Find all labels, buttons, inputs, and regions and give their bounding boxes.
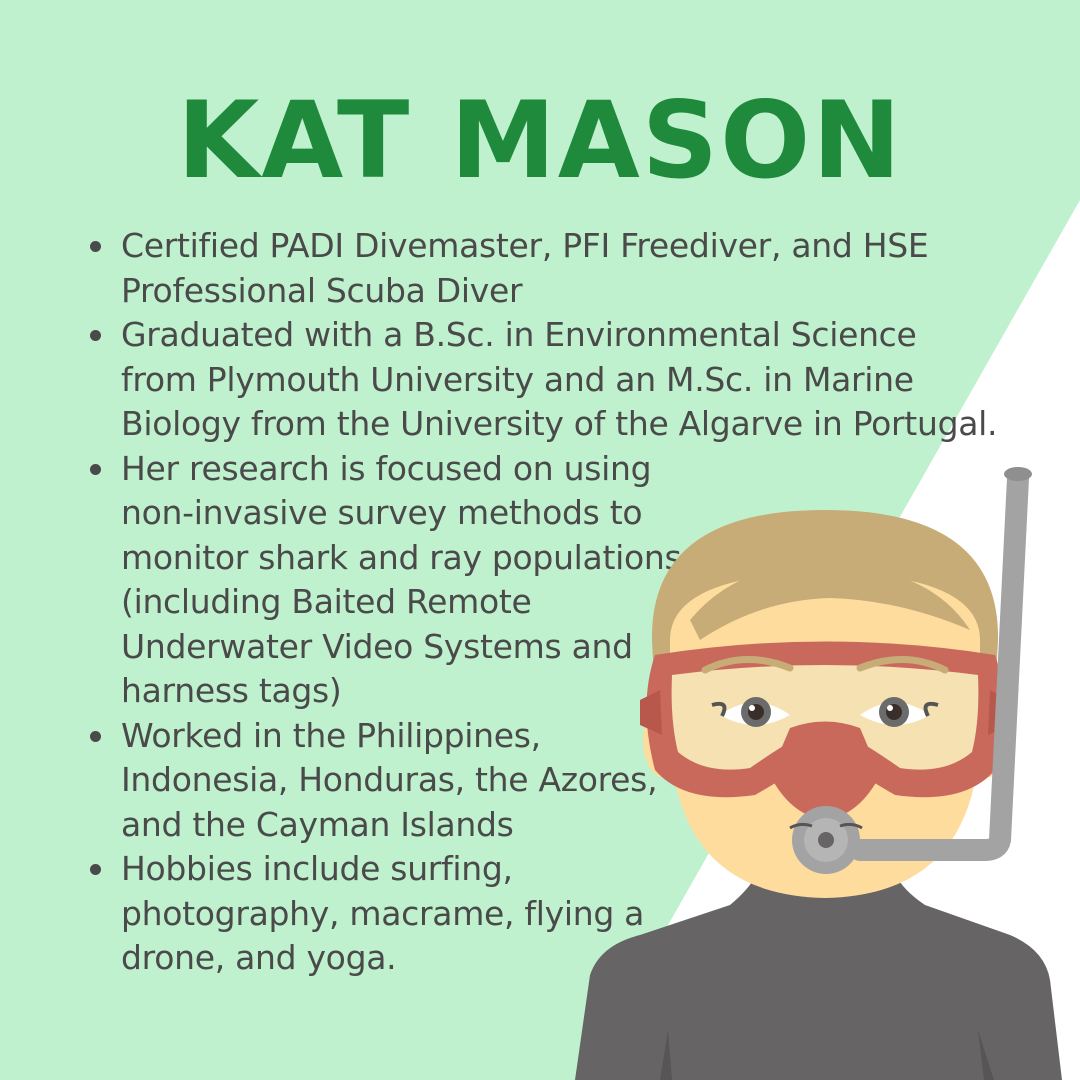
bio-item-research: Her research is focused on using non-inv… [85,447,701,714]
bio-item-certifications: Certified PADI Divemaster, PFI Freediver… [85,224,1001,313]
mask-nose-pocket [770,721,880,820]
bio-item-work-locations: Worked in the Philippines, Indonesia, Ho… [85,714,701,848]
mask-lens [656,650,994,784]
wetsuit [575,860,1062,1080]
bio-item-hobbies: Hobbies include surfing, photography, ma… [85,847,701,981]
bio-list: Certified PADI Divemaster, PFI Freediver… [85,224,1001,981]
snorkel-icon [849,467,1029,861]
page-title: KAT MASON [177,79,903,202]
bio-item-education: Graduated with a B.Sc. in Environmental … [85,313,1001,447]
diver-illustration [575,467,1062,1080]
mask-frame-icon [646,641,1004,798]
